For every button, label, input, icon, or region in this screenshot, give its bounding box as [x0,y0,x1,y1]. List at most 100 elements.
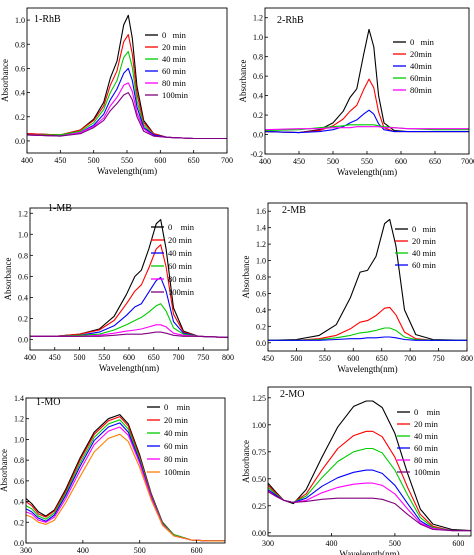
x-tick-label: 800 [461,354,473,363]
plot-frame [25,397,226,544]
y-tick-label: 1.4 [256,224,266,233]
x-axis-title: Wavelength(nm) [97,166,157,176]
x-tick-label: 550 [121,156,133,165]
legend-label: 40 min [412,248,437,258]
chart-panel-2-mo: 300 400 500 600 0.00 0.25 0.50 0.75 1.00 1.25 Wave… [241,386,472,555]
series-line-60-min [30,303,229,338]
legend-label: 60 min [164,441,189,451]
y-tick-label: 0.6 [15,64,25,73]
y-tick-label: 1.0 [256,257,266,266]
legend: 0 min 20 min 40 min 60 min [395,224,437,270]
y-tick-label: 1.0 [14,435,24,444]
series-line-80-min [26,82,227,140]
legend-label: 80 min [164,454,189,464]
legend-label: 20 min [164,415,189,425]
legend: 0 min 20 min 40 min 60 min 80 min 100min [397,407,441,477]
legend-label: 20 min [162,42,187,52]
x-tick-label: 500 [327,157,339,166]
x-tick-label: 450 [54,156,66,165]
x-tick-label: 500 [290,354,302,363]
series-line-60-min [25,422,225,542]
legend-label: 80 min [168,274,193,284]
y-tick-label: 0.2 [18,314,28,323]
x-tick-label: 550 [361,157,373,166]
x-tick-label: 650 [188,156,200,165]
y-tick-label: 1.2 [14,415,24,424]
legend-label: 60 min [168,261,193,271]
y-tick-label: 0.2 [253,111,263,120]
x-tick-label: 650 [376,354,388,363]
series-line-60-min [26,67,227,140]
y-tick-label: 0.2 [256,322,266,331]
y-tick-label: 0.6 [256,289,266,298]
series-line-40-min [268,327,467,341]
x-tick-label: 600 [347,354,359,363]
legend-label: 60min [410,73,432,83]
series-line-100min [267,491,471,532]
x-axis-title: Wavelength(nm) [99,363,159,373]
x-tick-label: 600 [452,539,464,548]
panel-title: 2-RhB [277,15,304,26]
y-tick-label: 0.2 [15,113,25,122]
x-tick-label: 600 [191,546,203,555]
x-tick-label: 400 [24,353,36,362]
x-tick-label: 650 [429,157,441,166]
chart-panel-2-mb: 450 500 550 600 650 700 750 800 0.0 0.2 0.4 0.6 0.8 1… [241,202,473,374]
plot-frame [29,207,229,351]
legend-label: 0 min [164,402,191,412]
legend-label: 40 min [162,54,187,64]
series-line-20-min [268,306,467,341]
legend: 0 min 20min 40min 60min 80min [393,37,435,95]
panel-title: 1-MB [48,203,72,214]
y-tick-label: 0.4 [253,92,263,101]
x-tick-label: 750 [197,353,209,362]
y-tick-label: 1.2 [253,14,263,23]
legend: 0 min 20 min 40 min 60 min 80 min 100min [147,402,191,477]
plot-frame [26,7,228,154]
series-line-40-min [267,447,471,532]
y-tick-label: 1.2 [18,209,28,218]
x-tick-label: 500 [88,156,100,165]
x-tick-label: 300 [20,546,32,555]
y-axis-title: Absorbance [241,256,251,299]
legend-label: 100min [162,90,189,100]
legend-label: 60 min [162,66,187,76]
y-tick-label: 1.4 [14,394,24,403]
series-line-20-min [267,430,471,532]
y-tick-label: 1.00 [252,421,266,430]
legend-label: 100min [168,287,195,297]
legend-label: 0 min [414,407,441,417]
x-tick-label: 600 [123,353,135,362]
x-tick-label: 600 [154,156,166,165]
legend-label: 40 min [164,428,189,438]
y-tick-label: 1.0 [15,16,25,25]
x-axis-title: Wavelength(nm) [337,167,397,177]
y-tick-label: 1.0 [18,230,28,239]
y-tick-label: 0.8 [14,456,24,465]
x-tick-label: 800 [222,353,234,362]
y-tick-label: 0.8 [15,40,25,49]
y-axis-title: Absorbance [241,440,251,483]
y-tick-label: 0.6 [253,72,263,81]
y-tick-label: -0.2 [250,150,263,159]
y-tick-label: 1.0 [253,33,263,42]
y-tick-label: 0.6 [14,477,24,486]
y-tick-label: 1.6 [256,207,266,216]
legend-label: 20 min [168,235,193,245]
x-tick-label: 400 [259,157,271,166]
series-line-80-min [267,482,471,532]
legend-label: 40 min [168,248,193,258]
series-line-0-min [264,28,469,134]
series-line-60-min [267,469,471,532]
series-line-100min [26,92,227,140]
y-tick-label: 0.4 [256,306,266,315]
x-tick-label: 400 [77,546,89,555]
series-line-80min [264,126,469,131]
legend-label: 40 min [414,431,439,441]
series-line-100min [25,433,225,542]
legend: 0 min 20 min 40 min 60 min 80 min 100min [151,222,195,297]
series-line-0-min [267,400,472,532]
legend-label: 0 min [168,222,195,232]
